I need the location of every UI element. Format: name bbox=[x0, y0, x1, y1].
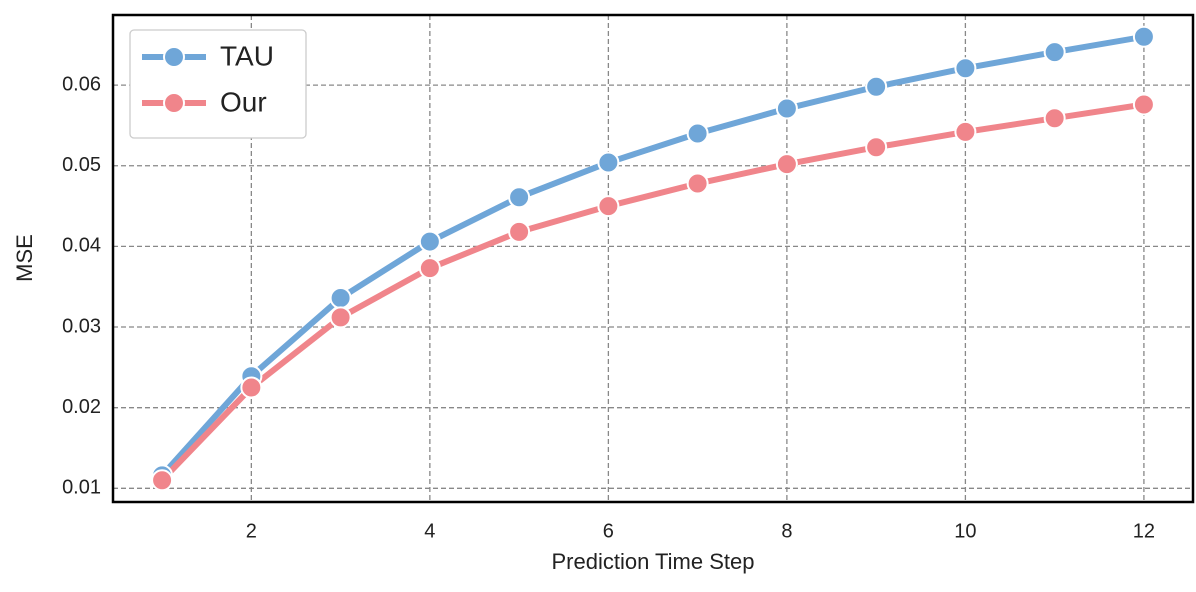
legend: TAU Our bbox=[129, 29, 307, 139]
y-tick-label: 0.06 bbox=[62, 73, 101, 95]
y-axis-label: MSE bbox=[12, 234, 37, 282]
point bbox=[865, 136, 888, 159]
y-tick-label: 0.05 bbox=[62, 154, 101, 176]
legend-label: Our bbox=[220, 86, 267, 117]
legend-marker bbox=[163, 46, 185, 68]
point bbox=[686, 172, 709, 195]
x-axis-label: Prediction Time Step bbox=[552, 549, 755, 574]
point bbox=[240, 376, 263, 399]
point bbox=[329, 287, 352, 310]
point bbox=[508, 186, 531, 209]
point bbox=[954, 57, 977, 80]
point bbox=[597, 195, 620, 218]
point bbox=[775, 153, 798, 176]
x-tick-label: 6 bbox=[603, 520, 614, 542]
point bbox=[151, 469, 174, 492]
point bbox=[1043, 41, 1066, 64]
point bbox=[954, 120, 977, 143]
y-tick-label: 0.01 bbox=[62, 477, 101, 499]
x-tick-label: 12 bbox=[1133, 520, 1155, 542]
plot-frame bbox=[111, 13, 1195, 504]
y-tick-label: 0.03 bbox=[62, 315, 101, 337]
y-tick-label: 0.02 bbox=[62, 396, 101, 418]
legend-box bbox=[129, 29, 307, 139]
point bbox=[775, 97, 798, 120]
point bbox=[865, 75, 888, 98]
point bbox=[418, 230, 441, 253]
point bbox=[686, 122, 709, 145]
point bbox=[418, 257, 441, 280]
x-tick-label: 8 bbox=[781, 520, 792, 542]
point bbox=[1043, 107, 1066, 130]
series-line bbox=[159, 101, 1145, 483]
x-tick-label: 2 bbox=[246, 520, 257, 542]
point bbox=[329, 306, 352, 329]
y-tick-label: 0.04 bbox=[62, 235, 101, 257]
x-tick-label: 10 bbox=[954, 520, 976, 542]
series-line bbox=[159, 33, 1145, 478]
point bbox=[508, 220, 531, 243]
legend-marker bbox=[163, 92, 185, 114]
point bbox=[597, 151, 620, 174]
point bbox=[1132, 93, 1155, 116]
point bbox=[1132, 25, 1155, 48]
x-tick-label: 4 bbox=[424, 520, 435, 542]
legend-label: TAU bbox=[220, 40, 274, 71]
